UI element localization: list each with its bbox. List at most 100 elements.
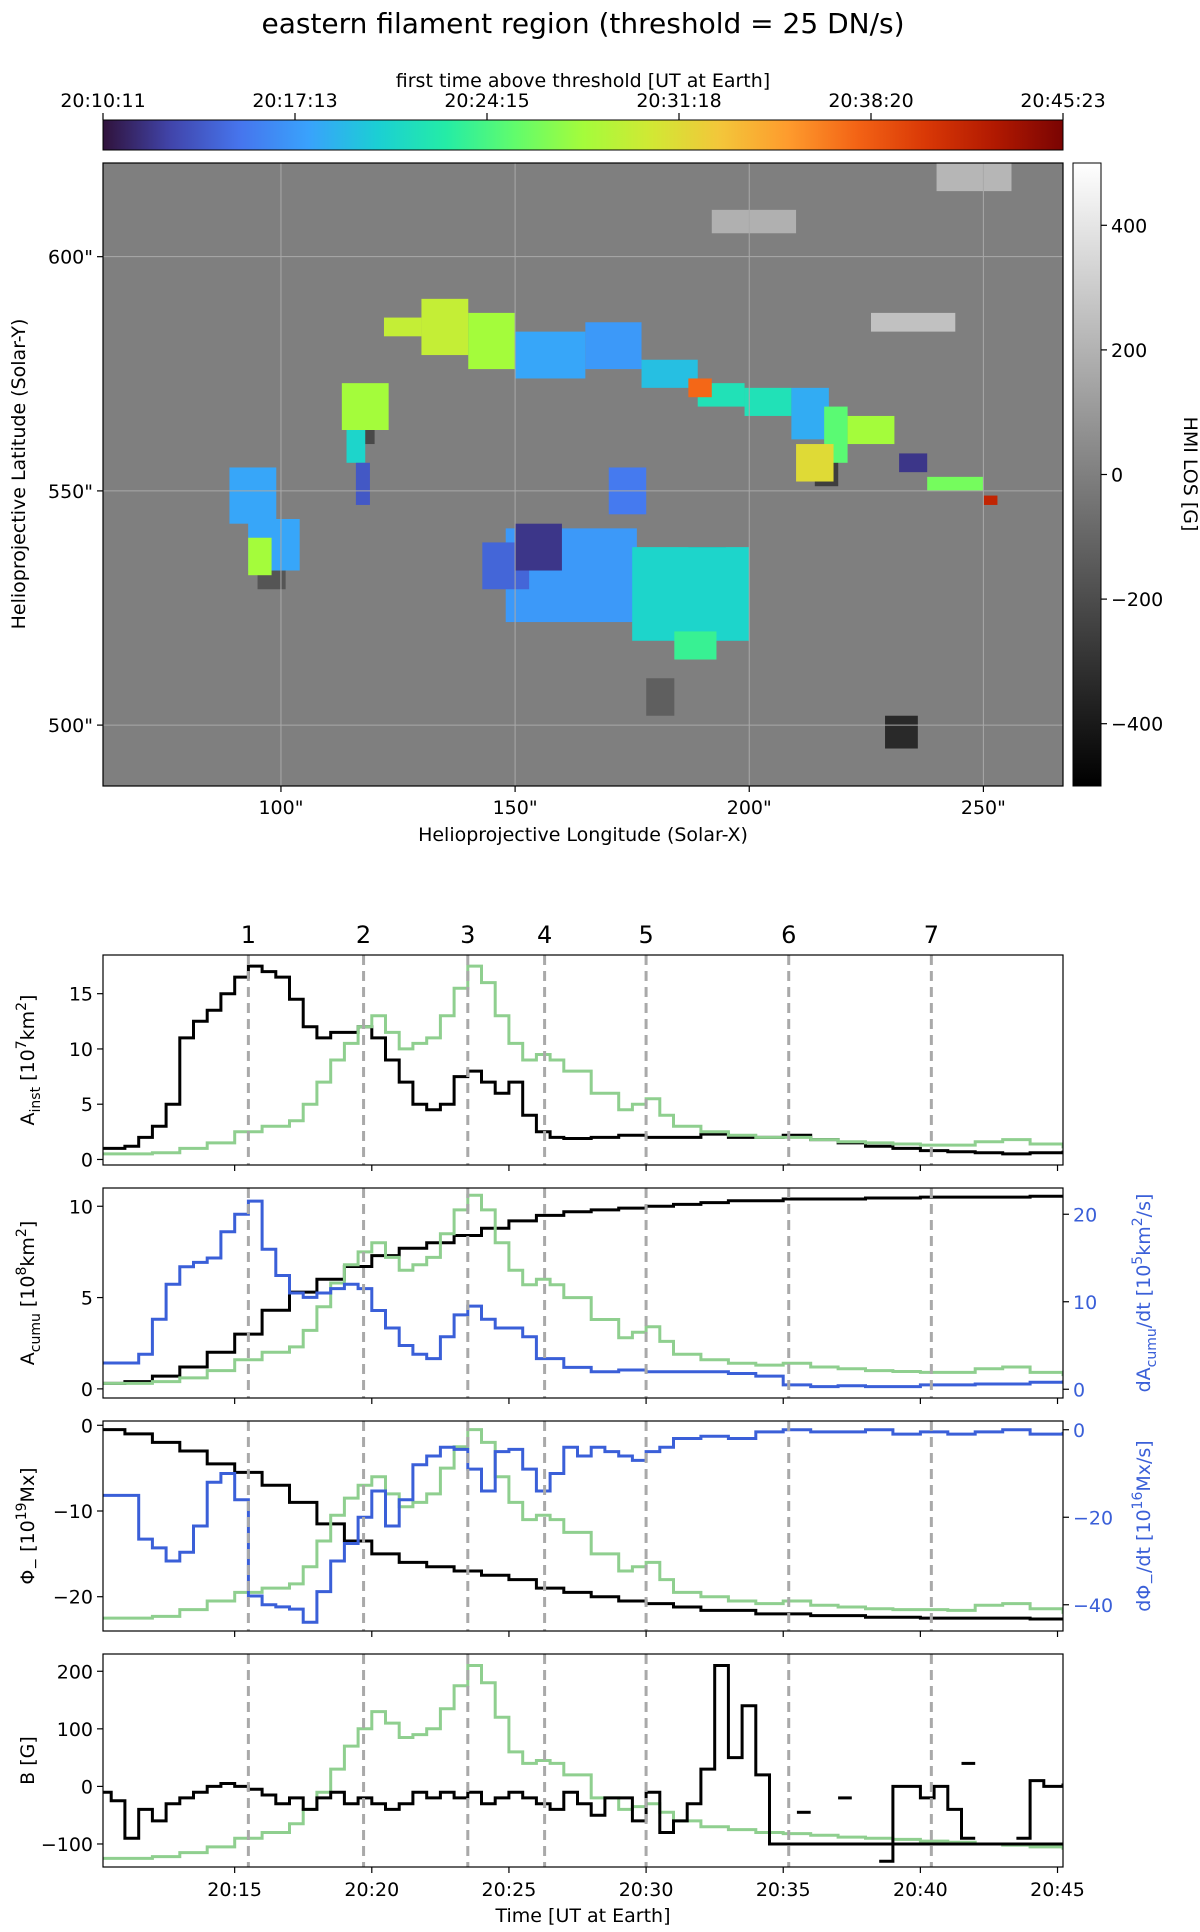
- series-dphi-minus-dt-line: [103, 1428, 1063, 1624]
- ribbon-region: [899, 453, 928, 473]
- event-marker-label: 5: [638, 921, 653, 949]
- panel-y2tick-label: −20: [1073, 1507, 1113, 1529]
- panel-xtick-label: 20:45: [1030, 1879, 1085, 1901]
- panel-frame: [102, 1653, 1064, 1868]
- series-b-line: [879, 1784, 976, 1863]
- panel-ylabel-part: Mx: [17, 1475, 39, 1503]
- panel-xtick-label: 20:15: [207, 1879, 262, 1901]
- panel-ylabel-part: ]: [17, 995, 39, 1002]
- time-colorbar-label: first time above threshold [UT at Earth]: [396, 70, 770, 92]
- time-colorbar-tick-label: 20:31:18: [636, 90, 721, 112]
- time-colorbar: first time above threshold [UT at Earth]…: [60, 70, 1106, 151]
- time-colorbar-tick-label: 20:38:20: [828, 90, 913, 112]
- panel-xtick-label: 20:25: [482, 1879, 537, 1901]
- event-marker-label: 3: [460, 921, 475, 949]
- panel-y2tick-label: 10: [1073, 1292, 1097, 1314]
- magnetogram-feature: [711, 209, 797, 234]
- panel-xtick-label: 20:30: [619, 1879, 674, 1901]
- panel-ytick-label: 0: [81, 1379, 93, 1401]
- panel-ylabel: B [G]: [17, 1736, 39, 1785]
- panel-y2tick-label: −40: [1073, 1595, 1113, 1617]
- panel-y2label-part: /dt [10: [1133, 1509, 1155, 1573]
- magnetogram-feature: [646, 678, 675, 716]
- ribbon-region: [585, 322, 642, 370]
- panel-y2label-part: km: [1133, 1226, 1155, 1256]
- panel-ylabel: Ainst [107km2]: [14, 995, 44, 1126]
- panel-ylabel-part: [G]: [17, 1736, 39, 1772]
- panel-4: 200 100 0 −100 B [G] 20:15 20:20 20:25 20:30 20:3…: [17, 1653, 1085, 1901]
- magnetogram-colorbar-tick-label: −400: [1111, 714, 1163, 736]
- magnetogram-colorbar-tick-label: 200: [1111, 340, 1147, 362]
- time-colorbar-gradient: [102, 119, 1064, 151]
- panel-frame: [102, 1187, 1064, 1399]
- map-xtick-label: 150": [493, 797, 538, 819]
- panel-ytick-label: 10: [69, 1196, 93, 1218]
- panel-xtick-label: 20:40: [893, 1879, 948, 1901]
- event-marker-label: 2: [356, 921, 371, 949]
- panel-y2label-part: /dt [10: [1133, 1265, 1155, 1329]
- ribbon-region: [791, 387, 829, 440]
- event-marker-label: 7: [924, 921, 939, 949]
- panel-ylabel-part: −: [28, 1558, 44, 1570]
- ribbon-region: [983, 495, 998, 505]
- panel-ytick-label: 0: [81, 1415, 93, 1437]
- event-marker-label: 4: [537, 921, 552, 949]
- panel-ytick-label: −20: [53, 1587, 93, 1609]
- ribbon-region: [383, 317, 422, 337]
- panel-y2tick-label: 20: [1073, 1204, 1097, 1226]
- magnetogram-colorbar-label: HMI LOS [G]: [1179, 417, 1200, 532]
- time-xlabel: Time [UT at Earth]: [495, 1905, 671, 1927]
- panel-y2label-part: ]: [1133, 1440, 1155, 1447]
- ribbon-region: [927, 476, 984, 491]
- panel-plot-area: [103, 1654, 1063, 1867]
- panel-ytick-label: 15: [69, 984, 93, 1006]
- panel-y2label-part: −: [1144, 1573, 1160, 1585]
- panel-ytick-label: 100: [57, 1719, 93, 1741]
- panel-ylabel-part: 8: [14, 1267, 30, 1276]
- map-xtick-label: 100": [258, 797, 303, 819]
- panel-ylabel: Φ− [1019Mx]: [14, 1467, 44, 1584]
- ribbon-region: [341, 383, 389, 430]
- ribbon-region: [355, 462, 370, 505]
- panel-ylabel-part: km: [17, 1011, 39, 1041]
- panel-ylabel-part: 7: [14, 1040, 30, 1049]
- event-marker-label: 1: [241, 921, 256, 949]
- series-reference-line: [103, 964, 1063, 1156]
- panel-ylabel-part: ]: [17, 1467, 39, 1474]
- panel-ylabel-part: inst: [28, 1086, 44, 1112]
- panel-y2label-part: /s]: [1133, 1194, 1155, 1218]
- panel-ytick-label: 0: [81, 1776, 93, 1798]
- ribbon-region: [421, 298, 469, 356]
- panel-ylabel-part: A: [17, 1352, 39, 1365]
- panel-ytick-label: −100: [41, 1834, 93, 1856]
- series-phi-minus-line: [103, 1428, 1063, 1621]
- panel-ylabel-part: [10: [17, 1276, 39, 1314]
- panel-ylabel-part: cumu: [28, 1313, 44, 1352]
- panel-y2tick-label: 0: [1073, 1379, 1085, 1401]
- map-ylabel: Helioprojective Latitude (Solar-Y): [8, 319, 30, 630]
- panel-ytick-label: 0: [81, 1149, 93, 1171]
- map-frame: [102, 162, 1064, 787]
- panel-plot-area: [103, 955, 1063, 1165]
- panel-y2label-part: dA: [1133, 1367, 1155, 1392]
- panel-y2label-part: cumu: [1144, 1328, 1160, 1367]
- ribbon-region: [847, 415, 895, 445]
- ribbon-region: [468, 312, 516, 370]
- panel-ytick-label: 5: [81, 1094, 93, 1116]
- panel-ylabel-part: B: [17, 1772, 39, 1785]
- panel-y2label-part: dΦ: [1133, 1585, 1155, 1612]
- map-xlabel: Helioprojective Longitude (Solar-X): [418, 824, 748, 846]
- series-b-line: [1016, 1779, 1063, 1840]
- map-xtick-label: 250": [961, 797, 1006, 819]
- panel-3: 0−10−20Φ− [1019Mx]0−20−40 dΦ−/dt [1016Mx/…: [14, 1415, 1160, 1637]
- panel-ytick-label: 10: [69, 1039, 93, 1061]
- panel-ylabel-part: [10: [17, 1520, 39, 1558]
- ribbon-region: [346, 430, 366, 463]
- series-b-line: [103, 1664, 1063, 1846]
- ribbon-region: [744, 387, 792, 416]
- series-reference-line: [103, 1193, 1063, 1385]
- map-ytick-label: 550": [48, 481, 93, 503]
- panel-ylabel-part: A: [17, 1112, 39, 1125]
- map-xtick-label: 200": [727, 797, 772, 819]
